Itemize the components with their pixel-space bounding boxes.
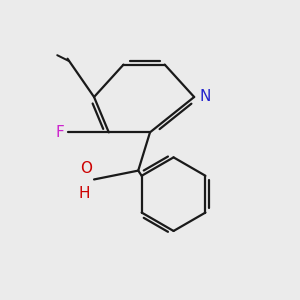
Text: N: N [200,89,211,104]
Text: F: F [55,125,64,140]
Text: H: H [78,186,89,201]
Text: O: O [80,161,92,176]
